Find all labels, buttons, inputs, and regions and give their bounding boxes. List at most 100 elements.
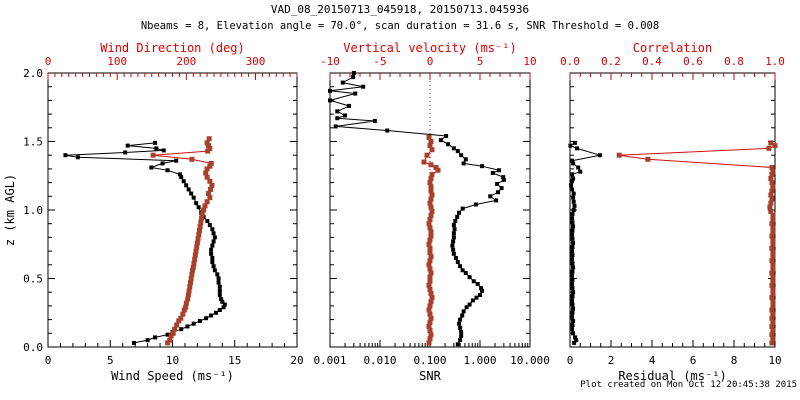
data-point [196, 205, 201, 210]
data-point [767, 204, 773, 210]
data-point [209, 247, 214, 252]
data-point [572, 140, 577, 145]
data-point [220, 299, 225, 304]
data-point [187, 284, 193, 290]
top-axis-title: Correlation [633, 41, 712, 55]
data-point [207, 163, 213, 169]
data-point [427, 311, 433, 317]
chart-title: VAD_08_20150713_045918, 20150713.045936 [270, 3, 530, 16]
data-point [467, 275, 472, 280]
data-point [574, 146, 579, 151]
data-point [571, 176, 576, 181]
data-point [427, 274, 433, 280]
data-point [769, 295, 775, 301]
data-point [570, 261, 575, 266]
data-point [570, 273, 575, 278]
top-tick-label: 200 [176, 55, 196, 68]
data-point [770, 254, 776, 260]
data-point [458, 338, 463, 343]
data-point [770, 319, 776, 325]
data-point [165, 168, 170, 173]
data-point [149, 165, 154, 170]
panel-snr-vv: 0.001 0.010 0.100 1.000 10.000 SNR -10 -5 0 5 10 Ve… [313, 41, 549, 383]
series-wind-direction [150, 136, 215, 346]
data-point [154, 146, 159, 151]
data-point [427, 217, 433, 223]
data-point [372, 118, 377, 123]
data-point [196, 228, 202, 234]
data-point [479, 286, 484, 291]
top-tick-label: 10 [523, 55, 536, 68]
x-tick-label: 8 [731, 354, 738, 367]
data-point [63, 153, 68, 158]
data-point [451, 223, 456, 228]
data-point [207, 223, 212, 228]
data-point [478, 292, 482, 297]
data-point [199, 215, 205, 221]
data-point [123, 150, 128, 155]
data-point [770, 229, 776, 235]
data-point [424, 152, 430, 158]
data-point [188, 276, 194, 281]
data-point [455, 214, 460, 219]
data-point [181, 307, 187, 313]
top-tick-label: 1.0 [765, 55, 785, 68]
data-point [205, 218, 210, 223]
data-point [570, 236, 575, 241]
data-point [194, 201, 199, 206]
data-point [428, 299, 434, 305]
data-point [570, 286, 575, 291]
data-point [428, 315, 434, 321]
data-point [455, 260, 460, 265]
data-point [176, 318, 182, 324]
bottom-axis-wind: 0 5 10 15 20 Wind Speed (ms⁻¹) [45, 340, 304, 383]
data-point [75, 155, 80, 160]
top-tick-label: 0.0 [560, 55, 580, 68]
data-point [145, 338, 150, 343]
data-point [195, 236, 201, 242]
data-point [179, 175, 184, 180]
data-point [186, 187, 191, 192]
data-point [460, 313, 465, 318]
data-point [766, 145, 772, 151]
data-point [453, 255, 458, 260]
data-point [769, 315, 775, 321]
data-point [768, 175, 774, 181]
data-point [769, 188, 775, 194]
data-point [210, 255, 215, 260]
data-point [192, 252, 198, 258]
data-point [426, 307, 432, 313]
data-point [571, 290, 576, 295]
data-point [768, 192, 774, 198]
data-point [208, 160, 214, 166]
data-point [125, 143, 130, 148]
data-point [769, 221, 775, 227]
data-point [597, 153, 602, 158]
data-point [570, 298, 575, 303]
data-point [570, 253, 575, 258]
data-point [161, 148, 166, 153]
data-point [212, 235, 217, 240]
data-point [153, 140, 158, 145]
data-point [165, 340, 171, 346]
x-tick-label: 0 [567, 354, 574, 367]
data-point [385, 128, 390, 133]
data-point [451, 231, 456, 236]
top-tick-label: 5 [477, 55, 484, 68]
data-point [571, 331, 576, 336]
data-point [214, 310, 219, 315]
panel-residual-correlation: 0 2 4 6 8 10 Residual (ms⁻¹) 0.0 0.2 0.4 0.6 0.8 1.0… [560, 41, 785, 383]
series-vertical-velocity [421, 134, 441, 346]
data-point [174, 322, 180, 328]
data-point [770, 303, 776, 309]
data-point [456, 210, 461, 215]
data-point [204, 166, 210, 172]
data-point [770, 225, 776, 231]
data-point [570, 277, 575, 282]
data-point [179, 327, 184, 332]
data-point [433, 165, 439, 171]
data-point [207, 145, 213, 151]
data-point [488, 194, 493, 199]
data-point [421, 159, 427, 165]
